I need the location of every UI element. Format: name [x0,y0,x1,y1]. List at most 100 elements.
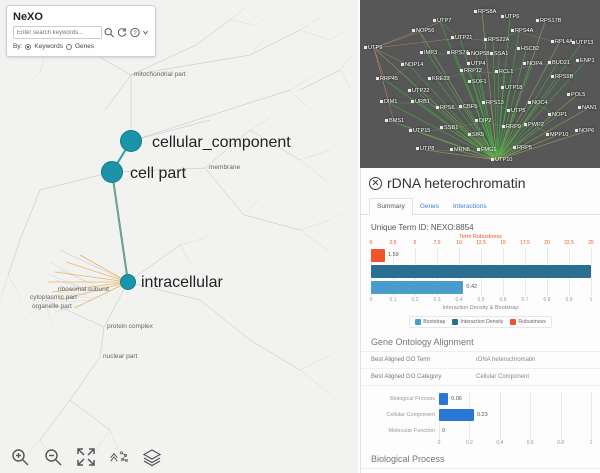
gene-node[interactable] [440,126,443,129]
gene-node[interactable] [474,10,477,13]
layers-icon[interactable] [142,447,162,467]
collapse-network-icon[interactable] [109,447,129,467]
gene-node[interactable] [467,52,470,55]
gene-node[interactable] [523,62,526,65]
gene-node[interactable] [428,77,431,80]
axis-tick: 17.5 [520,240,530,246]
gene-node[interactable] [567,93,570,96]
gene-node[interactable] [447,51,450,54]
ontology-graph [0,1,357,469]
legend-label: Interaction Density [460,319,504,325]
gene-node[interactable] [575,129,578,132]
legend-item: Bootstrap [415,319,445,325]
gene-node[interactable] [501,15,504,18]
gene-node[interactable] [451,36,454,39]
axis-tick: 15 [500,240,506,246]
zoom-out-icon[interactable] [43,447,63,467]
panel-tabs[interactable]: Summary Genes Interactions [361,198,600,215]
chart-bar [371,249,385,262]
tab-interactions[interactable]: Interactions [452,203,487,210]
search-panel[interactable]: NeXO ? By: Keywords Genes [6,5,156,57]
chart-bottom-axis-ticks: 0 0.1 0.2 0.3 0.4 0.5 0.6 0.7 0.8 0.9 1 [370,297,593,305]
axis-tick: 2.5 [389,240,397,246]
go-category-row: Best Aligned GO Category Cellular Compon… [361,369,600,386]
gene-node[interactable] [536,19,539,22]
chart-top-axis-ticks: 0 2.5 5 7.5 10 12.5 15 17.5 20 22.5 25 [370,240,594,248]
search-input[interactable] [13,26,102,39]
gene-node[interactable] [546,133,549,136]
ontology-network-view[interactable]: cellular_component cell part intracellul… [0,0,358,473]
gene-node[interactable] [551,40,554,43]
gene-node[interactable] [460,69,463,72]
legend-swatch [415,319,422,325]
gene-node[interactable] [517,47,520,50]
gene-node[interactable] [450,148,453,151]
term-info-panel[interactable]: rDNA heterochromatin Summary Genes Inter… [360,168,600,473]
gene-node[interactable] [468,133,471,136]
gene-node[interactable] [548,113,551,116]
legend-item: Robustness [510,319,546,325]
chevron-down-icon[interactable] [142,26,149,39]
chart-bottom-axis-title: Interaction Density & Bootstrap [442,305,519,311]
gene-node[interactable] [412,29,415,32]
tab-summary[interactable]: Summary [369,198,413,215]
axis-tick: 5 [413,240,417,246]
gene-node[interactable] [490,52,493,55]
gene-node[interactable] [572,41,575,44]
graph-node-cell-part[interactable] [101,161,123,183]
bar-value-label: 0.23 [476,412,488,418]
graph-node-intracellular[interactable] [120,274,136,290]
bar-value-label: 0.42 [466,284,478,290]
gene-node[interactable] [477,148,480,151]
gene-node[interactable] [409,129,412,132]
gene-node[interactable] [482,101,485,104]
gene-node[interactable] [433,19,436,22]
axis-tick: 0.8 [543,297,551,303]
gene-node[interactable] [491,158,494,161]
gene-node[interactable] [416,147,419,150]
gene-node[interactable] [385,119,388,122]
gene-node[interactable] [420,51,423,54]
gene-node[interactable] [467,62,470,65]
gene-node[interactable] [475,119,478,122]
gene-node[interactable] [524,123,527,126]
search-icon[interactable] [103,26,115,39]
radio-genes[interactable] [65,43,72,50]
gene-node[interactable] [502,125,505,128]
fit-to-screen-icon[interactable] [76,447,96,467]
gene-node[interactable] [507,109,510,112]
gene-node[interactable] [511,29,514,32]
gene-node[interactable] [578,106,581,109]
gene-node[interactable] [548,61,551,64]
gene-node[interactable] [468,80,471,83]
gene-interaction-network[interactable]: UTP9 UTP7 NOP56 UTP21 RPS8A UTP6 RPS17B IMP3 RPS… [360,0,600,168]
gene-node[interactable] [576,59,579,62]
gene-node[interactable] [459,105,462,108]
gene-node[interactable] [551,75,554,78]
gene-node[interactable] [513,146,516,149]
axis-tick: 22.5 [564,240,574,246]
zoom-in-icon[interactable] [10,447,30,467]
tab-genes[interactable]: Genes [419,203,439,210]
radio-keywords[interactable] [25,43,32,50]
close-circle-icon[interactable] [369,176,382,190]
gene-node[interactable] [401,63,404,66]
gene-node[interactable] [484,38,487,41]
view-toolbar[interactable] [0,441,358,473]
gene-node[interactable] [364,46,367,49]
gene-node[interactable] [495,70,498,73]
gene-node[interactable] [408,89,411,92]
gene-node[interactable] [411,100,414,103]
gene-node[interactable] [380,100,383,103]
help-icon[interactable]: ? [129,26,141,39]
gene-node[interactable] [501,86,504,89]
axis-tick: 0.4 [455,297,463,303]
chart-legend: Bootstrap Interaction Density Robustness [409,316,552,328]
axis-tick: 0.1 [389,297,397,303]
gridline [560,392,562,440]
refresh-icon[interactable] [116,26,128,39]
gene-node[interactable] [436,106,439,109]
gene-node[interactable] [376,77,379,80]
graph-node-cellular-component[interactable] [120,130,142,152]
gene-node[interactable] [528,101,531,104]
